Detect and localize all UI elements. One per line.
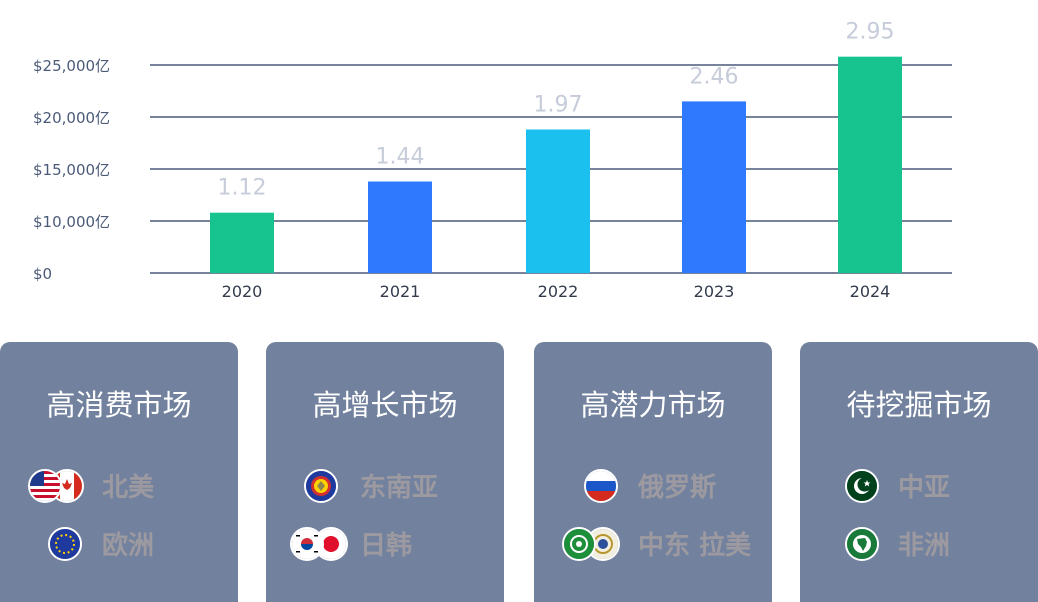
region-row: 非洲 <box>800 525 1038 565</box>
bar-2024 <box>838 56 902 274</box>
region-label: 北美 <box>102 473 155 503</box>
eu-flag-icon <box>48 527 82 561</box>
market-card-high-potential: 高潜力市场 俄罗斯 中东 拉美 <box>534 342 772 602</box>
y-tick-label: $25,000亿 <box>33 57 110 75</box>
us-flag-icon <box>28 469 62 503</box>
data-label: 1.44 <box>376 144 425 169</box>
bar-2022 <box>526 129 590 273</box>
region-row: 中亚 <box>800 467 1038 507</box>
african-union-flag-icon <box>845 527 879 561</box>
region-row: 欧洲 <box>0 525 238 565</box>
market-card-untapped: 待挖掘市场 中亚 非洲 <box>800 342 1038 602</box>
card-title: 高增长市场 <box>312 388 458 422</box>
bar-chart: $0$10,000亿$15,000亿$20,000亿$25,000亿 1.121… <box>33 20 952 301</box>
y-axis-ticks: $0 $10,000亿 $15,000亿 $20,000亿 $25,000亿 <box>33 57 110 283</box>
region-label: 东南亚 <box>360 473 439 503</box>
y-tick-label: $0 <box>33 265 52 283</box>
region-label: 中东 拉美 <box>638 531 752 561</box>
region-row: 北美 <box>0 467 238 507</box>
region-label: 中亚 <box>898 473 951 503</box>
card-title: 高消费市场 <box>46 388 192 422</box>
data-label: 2.46 <box>690 64 739 89</box>
market-card-high-growth: 高增长市场 东南亚 日韩 <box>266 342 504 602</box>
x-tick-label: 2021 <box>380 282 421 301</box>
card-title: 待挖掘市场 <box>846 388 992 422</box>
region-row: 中东 拉美 <box>534 525 772 565</box>
x-tick-label: 2024 <box>850 282 891 301</box>
x-tick-label: 2020 <box>222 282 263 301</box>
bar-2021 <box>368 181 432 273</box>
data-label: 2.95 <box>846 20 895 45</box>
region-label: 日韩 <box>360 531 413 561</box>
bar-2023 <box>682 101 746 274</box>
x-tick-label: 2023 <box>694 282 735 301</box>
region-row: 俄罗斯 <box>534 467 772 507</box>
market-card-high-consumption: 高消费市场 北美 欧洲 <box>0 342 238 602</box>
y-tick-label: $20,000亿 <box>33 109 110 127</box>
bars: 1.12 1.44 1.97 2.46 2.95 <box>210 20 902 274</box>
y-tick-label: $10,000亿 <box>33 213 110 231</box>
region-label: 俄罗斯 <box>638 473 717 503</box>
data-label: 1.12 <box>218 176 267 201</box>
korea-flag-icon <box>290 527 324 561</box>
region-label: 欧洲 <box>102 531 155 561</box>
bar-2020 <box>210 212 274 273</box>
card-title: 高潜力市场 <box>580 388 726 422</box>
region-row: 东南亚 <box>266 467 504 507</box>
y-tick-label: $15,000亿 <box>33 161 110 179</box>
pakistan-flag-icon <box>845 469 879 503</box>
x-tick-label: 2022 <box>538 282 579 301</box>
asean-flag-icon <box>304 469 338 503</box>
arab-league-flag-icon <box>562 527 596 561</box>
x-axis-ticks: 2020 2021 2022 2023 2024 <box>222 282 891 301</box>
region-row: 日韩 <box>266 525 504 565</box>
region-label: 非洲 <box>898 531 951 561</box>
data-label: 1.97 <box>534 92 583 117</box>
russia-flag-icon <box>584 469 618 503</box>
